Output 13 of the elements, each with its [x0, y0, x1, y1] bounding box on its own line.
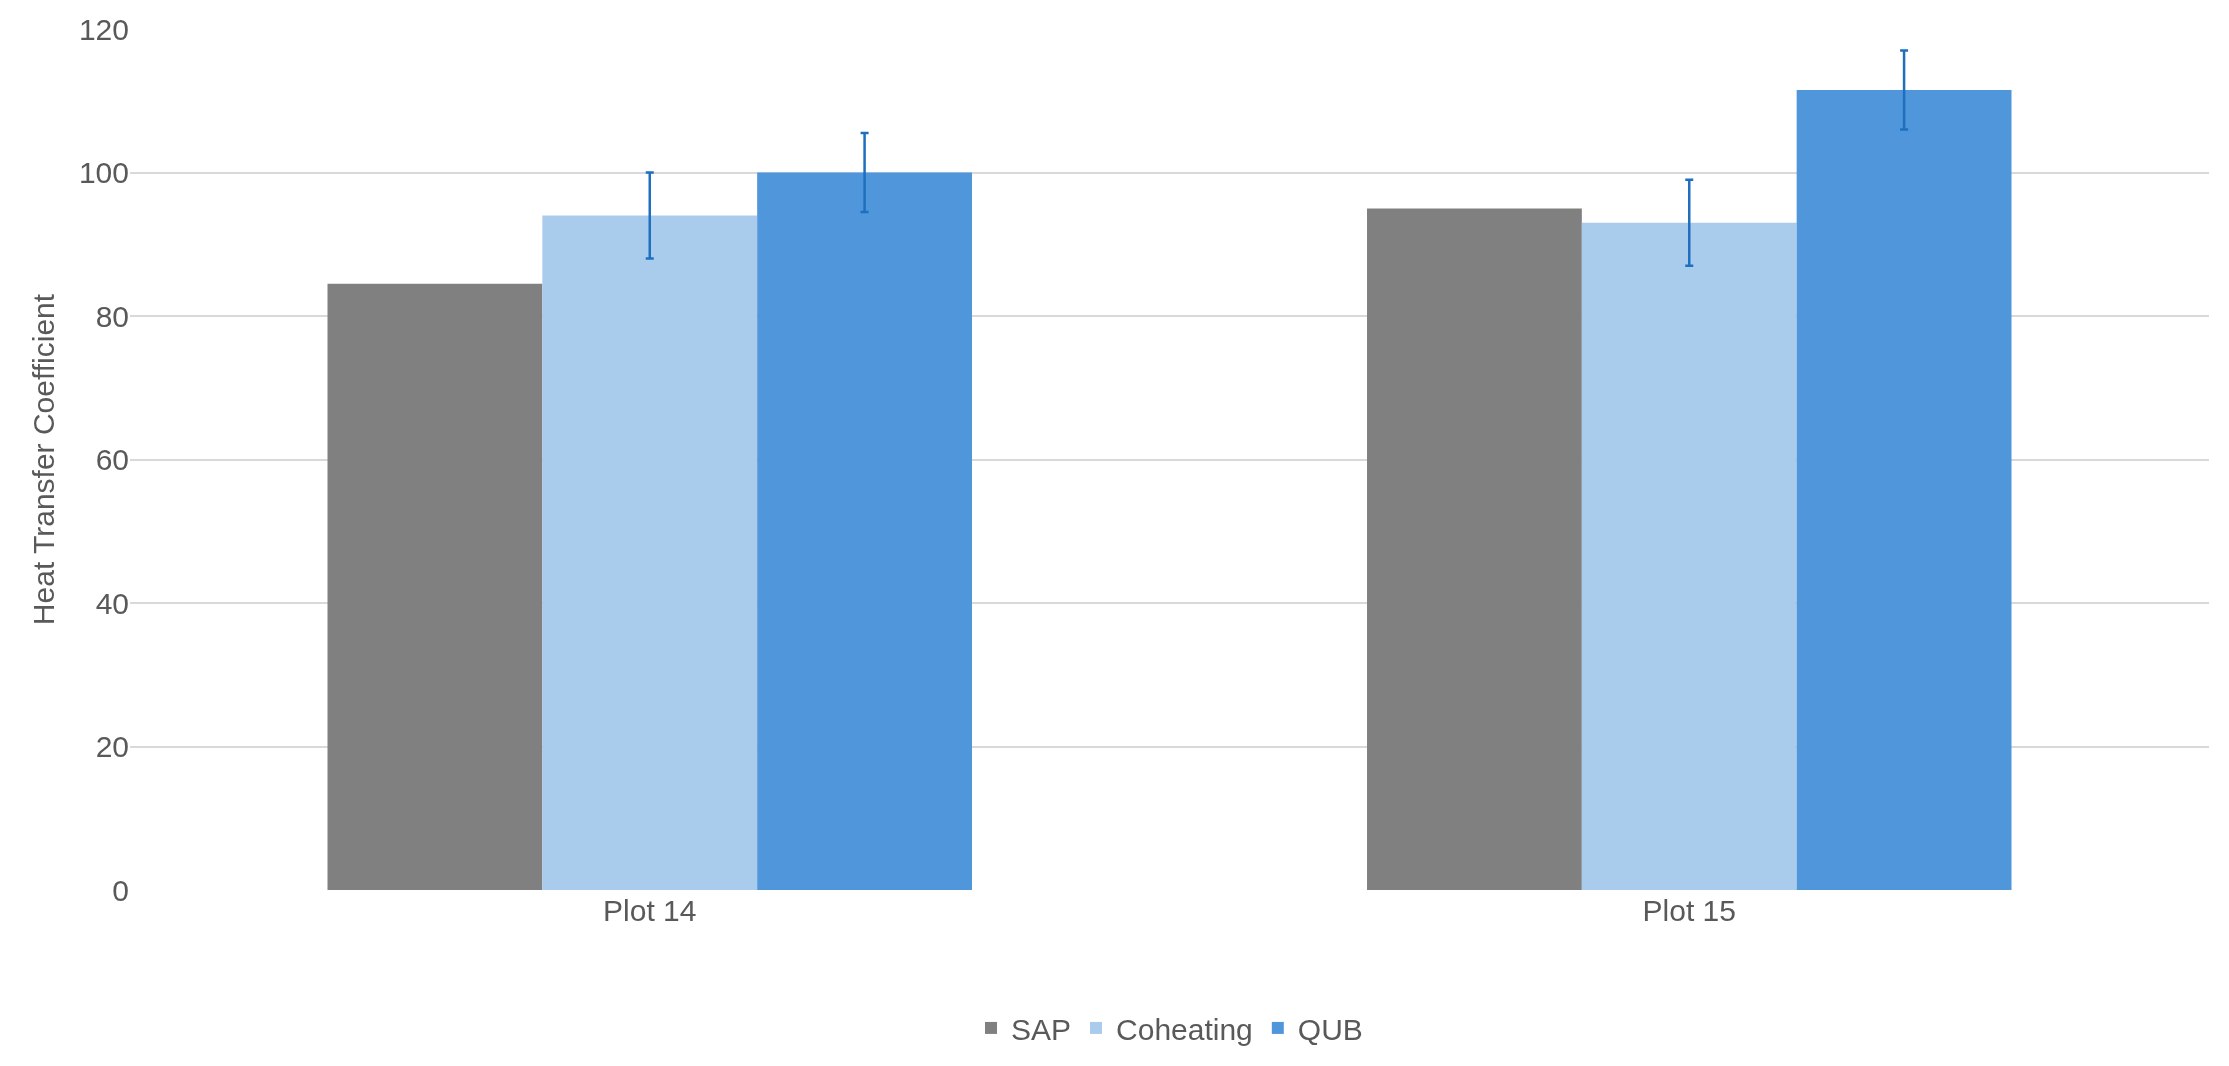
legend-label: SAP	[1011, 1012, 1072, 1046]
y-tick-label: 60	[95, 443, 129, 476]
legend-label: QUB	[1297, 1012, 1363, 1046]
y-tick-label: 20	[95, 730, 129, 763]
legend-label: Coheating	[1116, 1012, 1253, 1046]
y-tick-label: 120	[78, 12, 129, 46]
y-tick-label: 80	[95, 299, 129, 333]
y-tick-label: 100	[78, 156, 129, 189]
x-tick-label: Plot 15	[1642, 894, 1736, 927]
y-tick-label: 40	[95, 586, 129, 620]
y-axis-title: Heat Transfer Coefficient	[26, 293, 60, 626]
x-tick-label: Plot 14	[603, 894, 697, 927]
y-tick-label: 0	[112, 873, 129, 907]
